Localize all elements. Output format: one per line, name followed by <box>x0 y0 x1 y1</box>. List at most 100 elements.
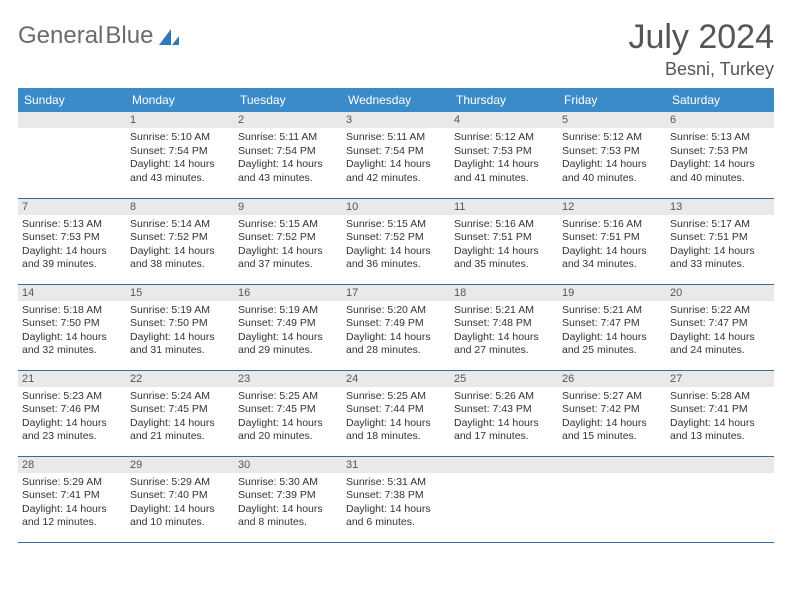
day-number: 16 <box>234 285 342 301</box>
calendar-cell: 10Sunrise: 5:15 AMSunset: 7:52 PMDayligh… <box>342 198 450 284</box>
col-thursday: Thursday <box>450 88 558 112</box>
day-number: 2 <box>234 112 342 128</box>
calendar-cell: 28Sunrise: 5:29 AMSunset: 7:41 PMDayligh… <box>18 456 126 542</box>
sunset-text: Sunset: 7:40 PM <box>130 489 230 503</box>
sunrise-text: Sunrise: 5:14 AM <box>130 218 230 232</box>
day-number: 3 <box>342 112 450 128</box>
day-number: 28 <box>18 457 126 473</box>
day-number <box>18 112 126 128</box>
title-block: July 2024 Besni, Turkey <box>628 18 774 80</box>
sunset-text: Sunset: 7:48 PM <box>454 317 554 331</box>
day-detail: Sunrise: 5:11 AMSunset: 7:54 PMDaylight:… <box>342 128 450 190</box>
sunset-text: Sunset: 7:49 PM <box>346 317 446 331</box>
day-detail: Sunrise: 5:13 AMSunset: 7:53 PMDaylight:… <box>18 215 126 277</box>
logo-text-gray: General <box>18 24 103 48</box>
sunrise-text: Sunrise: 5:12 AM <box>454 131 554 145</box>
sunrise-text: Sunrise: 5:18 AM <box>22 304 122 318</box>
col-friday: Friday <box>558 88 666 112</box>
daylight-text: Daylight: 14 hours and 17 minutes. <box>454 417 554 444</box>
daylight-text: Daylight: 14 hours and 28 minutes. <box>346 331 446 358</box>
sunrise-text: Sunrise: 5:15 AM <box>238 218 338 232</box>
sunset-text: Sunset: 7:44 PM <box>346 403 446 417</box>
col-sunday: Sunday <box>18 88 126 112</box>
calendar-cell: 29Sunrise: 5:29 AMSunset: 7:40 PMDayligh… <box>126 456 234 542</box>
calendar-cell: 14Sunrise: 5:18 AMSunset: 7:50 PMDayligh… <box>18 284 126 370</box>
sunset-text: Sunset: 7:47 PM <box>670 317 770 331</box>
day-detail: Sunrise: 5:17 AMSunset: 7:51 PMDaylight:… <box>666 215 774 277</box>
day-number: 22 <box>126 371 234 387</box>
sunset-text: Sunset: 7:53 PM <box>562 145 662 159</box>
daylight-text: Daylight: 14 hours and 42 minutes. <box>346 158 446 185</box>
calendar-table: Sunday Monday Tuesday Wednesday Thursday… <box>18 88 774 543</box>
calendar-cell: 5Sunrise: 5:12 AMSunset: 7:53 PMDaylight… <box>558 112 666 198</box>
daylight-text: Daylight: 14 hours and 43 minutes. <box>130 158 230 185</box>
day-detail: Sunrise: 5:23 AMSunset: 7:46 PMDaylight:… <box>18 387 126 449</box>
sunrise-text: Sunrise: 5:26 AM <box>454 390 554 404</box>
day-number <box>666 457 774 473</box>
calendar-cell: 18Sunrise: 5:21 AMSunset: 7:48 PMDayligh… <box>450 284 558 370</box>
day-detail: Sunrise: 5:20 AMSunset: 7:49 PMDaylight:… <box>342 301 450 363</box>
daylight-text: Daylight: 14 hours and 6 minutes. <box>346 503 446 530</box>
sunrise-text: Sunrise: 5:19 AM <box>238 304 338 318</box>
calendar-week-row: 21Sunrise: 5:23 AMSunset: 7:46 PMDayligh… <box>18 370 774 456</box>
sunset-text: Sunset: 7:49 PM <box>238 317 338 331</box>
calendar-cell <box>450 456 558 542</box>
sunrise-text: Sunrise: 5:20 AM <box>346 304 446 318</box>
sunrise-text: Sunrise: 5:15 AM <box>346 218 446 232</box>
day-detail: Sunrise: 5:16 AMSunset: 7:51 PMDaylight:… <box>450 215 558 277</box>
logo-text-blue: Blue <box>105 24 153 48</box>
calendar-cell: 4Sunrise: 5:12 AMSunset: 7:53 PMDaylight… <box>450 112 558 198</box>
sunrise-text: Sunrise: 5:17 AM <box>670 218 770 232</box>
sunrise-text: Sunrise: 5:22 AM <box>670 304 770 318</box>
day-detail: Sunrise: 5:25 AMSunset: 7:45 PMDaylight:… <box>234 387 342 449</box>
day-detail: Sunrise: 5:11 AMSunset: 7:54 PMDaylight:… <box>234 128 342 190</box>
calendar-cell <box>18 112 126 198</box>
sunset-text: Sunset: 7:53 PM <box>454 145 554 159</box>
day-detail <box>558 473 666 533</box>
day-number: 5 <box>558 112 666 128</box>
sunrise-text: Sunrise: 5:13 AM <box>670 131 770 145</box>
calendar-page: GeneralBlue July 2024 Besni, Turkey Sund… <box>0 0 792 553</box>
day-detail: Sunrise: 5:22 AMSunset: 7:47 PMDaylight:… <box>666 301 774 363</box>
sunrise-text: Sunrise: 5:23 AM <box>22 390 122 404</box>
sunset-text: Sunset: 7:41 PM <box>670 403 770 417</box>
day-number: 11 <box>450 199 558 215</box>
daylight-text: Daylight: 14 hours and 24 minutes. <box>670 331 770 358</box>
day-detail: Sunrise: 5:15 AMSunset: 7:52 PMDaylight:… <box>234 215 342 277</box>
day-detail: Sunrise: 5:21 AMSunset: 7:48 PMDaylight:… <box>450 301 558 363</box>
col-wednesday: Wednesday <box>342 88 450 112</box>
calendar-cell: 15Sunrise: 5:19 AMSunset: 7:50 PMDayligh… <box>126 284 234 370</box>
day-number: 23 <box>234 371 342 387</box>
sunset-text: Sunset: 7:46 PM <box>22 403 122 417</box>
daylight-text: Daylight: 14 hours and 21 minutes. <box>130 417 230 444</box>
day-detail: Sunrise: 5:19 AMSunset: 7:49 PMDaylight:… <box>234 301 342 363</box>
daylight-text: Daylight: 14 hours and 10 minutes. <box>130 503 230 530</box>
day-number: 10 <box>342 199 450 215</box>
day-number: 15 <box>126 285 234 301</box>
sunset-text: Sunset: 7:43 PM <box>454 403 554 417</box>
day-number <box>450 457 558 473</box>
calendar-week-row: 1Sunrise: 5:10 AMSunset: 7:54 PMDaylight… <box>18 112 774 198</box>
calendar-cell: 20Sunrise: 5:22 AMSunset: 7:47 PMDayligh… <box>666 284 774 370</box>
daylight-text: Daylight: 14 hours and 25 minutes. <box>562 331 662 358</box>
day-detail: Sunrise: 5:13 AMSunset: 7:53 PMDaylight:… <box>666 128 774 190</box>
daylight-text: Daylight: 14 hours and 18 minutes. <box>346 417 446 444</box>
sunrise-text: Sunrise: 5:11 AM <box>346 131 446 145</box>
daylight-text: Daylight: 14 hours and 41 minutes. <box>454 158 554 185</box>
day-number: 29 <box>126 457 234 473</box>
brand-logo: GeneralBlue <box>18 18 181 48</box>
daylight-text: Daylight: 14 hours and 13 minutes. <box>670 417 770 444</box>
calendar-cell: 22Sunrise: 5:24 AMSunset: 7:45 PMDayligh… <box>126 370 234 456</box>
sail-icon <box>157 27 181 47</box>
sunset-text: Sunset: 7:45 PM <box>238 403 338 417</box>
day-number: 17 <box>342 285 450 301</box>
daylight-text: Daylight: 14 hours and 29 minutes. <box>238 331 338 358</box>
daylight-text: Daylight: 14 hours and 40 minutes. <box>562 158 662 185</box>
daylight-text: Daylight: 14 hours and 43 minutes. <box>238 158 338 185</box>
sunrise-text: Sunrise: 5:16 AM <box>562 218 662 232</box>
calendar-cell: 9Sunrise: 5:15 AMSunset: 7:52 PMDaylight… <box>234 198 342 284</box>
day-number: 21 <box>18 371 126 387</box>
day-number: 18 <box>450 285 558 301</box>
day-number: 26 <box>558 371 666 387</box>
day-number: 1 <box>126 112 234 128</box>
